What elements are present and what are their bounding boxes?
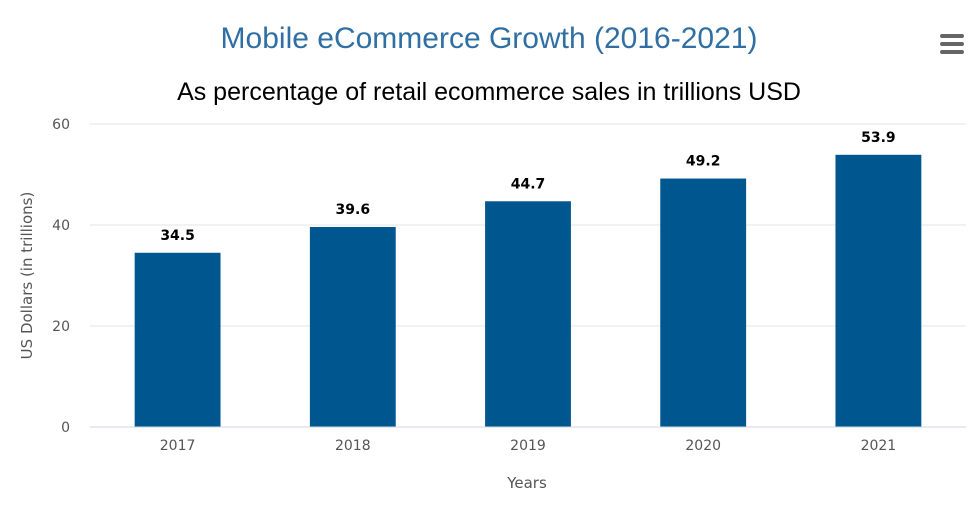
y-tick-label: 60 <box>52 117 70 133</box>
y-tick-label: 40 <box>52 218 70 234</box>
hamburger-menu-icon[interactable] <box>940 34 964 56</box>
chart-title: Mobile eCommerce Growth (2016-2021) <box>220 22 758 55</box>
bar-2020[interactable] <box>660 178 747 427</box>
menu-bar-icon <box>940 50 964 54</box>
x-tick-label: 2019 <box>510 438 546 454</box>
x-axis-ticks: 2017 2018 2019 2020 2021 <box>160 438 896 454</box>
x-tick-label: 2021 <box>861 438 897 454</box>
y-axis-title: US Dollars (in trillions) <box>18 192 36 360</box>
y-axis-ticks: 0 20 40 60 <box>52 117 70 436</box>
bars <box>134 154 922 427</box>
data-label: 44.7 <box>511 176 546 192</box>
bar-2017[interactable] <box>134 252 221 427</box>
data-label: 39.6 <box>336 202 371 218</box>
data-label: 49.2 <box>686 154 721 170</box>
y-tick-label: 20 <box>52 319 70 335</box>
data-labels: 34.5 39.6 44.7 49.2 53.9 <box>160 130 895 244</box>
bar-2019[interactable] <box>485 201 571 427</box>
x-tick-label: 2017 <box>160 438 196 454</box>
x-axis-title: Years <box>506 474 547 492</box>
data-label: 53.9 <box>861 130 896 146</box>
x-tick-label: 2020 <box>685 438 721 454</box>
menu-bar-icon <box>940 34 964 38</box>
data-label: 34.5 <box>160 228 195 244</box>
y-tick-label: 0 <box>61 420 70 436</box>
bar-2021[interactable] <box>835 154 922 427</box>
x-tick-label: 2018 <box>335 438 371 454</box>
chart-subtitle: As percentage of retail ecommerce sales … <box>177 78 801 106</box>
bar-2018[interactable] <box>309 227 396 427</box>
menu-bar-icon <box>940 42 964 46</box>
